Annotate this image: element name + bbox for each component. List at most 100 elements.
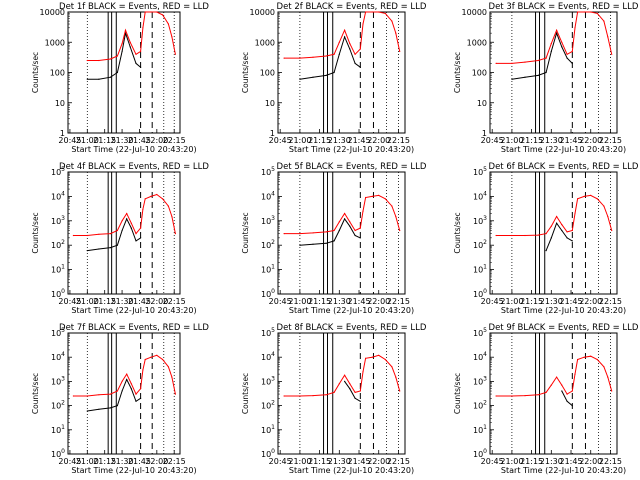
x-tick-label: 21:30 xyxy=(328,136,351,145)
y-tick-exponent: 4 xyxy=(61,190,65,197)
lld-line-point xyxy=(545,391,547,393)
panel-2: Det 2f BLACK = Events, RED = LLD Counts/s… xyxy=(241,2,427,154)
lld-line-point xyxy=(611,53,613,55)
lld-line-point xyxy=(349,221,351,223)
events-line xyxy=(545,222,573,251)
x-axis-label: Start Time (22-Jul-10 20:43:20) xyxy=(71,306,196,315)
y-tick-label: 104 xyxy=(51,190,65,201)
events-line-point xyxy=(135,400,137,402)
y-tick-label: 105 xyxy=(473,166,487,177)
y-axis-label: Counts/sec xyxy=(241,373,250,414)
plot-frame xyxy=(67,171,181,295)
lld-line-point xyxy=(596,12,598,14)
y-tick-exponent: 2 xyxy=(271,400,275,407)
events-line-point xyxy=(561,229,563,232)
y-tick-exponent: 4 xyxy=(61,351,65,358)
panel-title: Det 3f BLACK = Events, RED = LLD xyxy=(489,2,639,12)
y-tick-label: 103 xyxy=(51,215,65,226)
lld-line-point xyxy=(135,53,137,55)
lld-line-point xyxy=(325,394,327,396)
y-tick-label: 105 xyxy=(51,327,65,338)
lld-line-point xyxy=(537,59,539,62)
lld-line-point xyxy=(395,376,397,378)
lld-line-point xyxy=(596,358,598,361)
events-line-point xyxy=(325,242,327,244)
x-tick-label: 21:30 xyxy=(111,457,134,466)
y-tick-label: 100 xyxy=(260,69,275,78)
lld-line-point xyxy=(349,383,351,385)
lld-line-point xyxy=(362,371,364,373)
lld-line-point xyxy=(98,59,100,62)
lld-line-point xyxy=(395,215,397,218)
x-axis-label: Start Time (22-Jul-10 20:43:20) xyxy=(289,466,414,475)
lld-line-point xyxy=(391,20,393,22)
lld-line-point xyxy=(590,194,592,196)
y-tick-exponent: 1 xyxy=(271,424,275,431)
lld-line-point xyxy=(349,43,351,45)
lld-line-point xyxy=(156,193,158,196)
panel-title: Det 1f BLACK = Events, RED = LLD xyxy=(59,2,209,12)
y-tick-label: 100 xyxy=(51,448,65,459)
y-tick-exponent: 0 xyxy=(61,288,65,295)
x-tick-label: 21:30 xyxy=(540,297,563,306)
lld-line-point xyxy=(359,227,361,229)
lld-line-point xyxy=(365,196,367,199)
lld-line-point xyxy=(116,55,118,57)
x-tick-label: 22:00 xyxy=(579,297,602,306)
y-tick-label: 10000 xyxy=(40,8,65,17)
events-line-point xyxy=(109,76,112,78)
x-tick-label: 21:15 xyxy=(308,297,331,306)
events-line-point xyxy=(116,71,118,74)
y-tick-label: 103 xyxy=(473,215,487,226)
x-tick-label: 21:45 xyxy=(559,136,582,145)
lld-line-point xyxy=(571,50,573,53)
lld-line-point xyxy=(511,395,513,397)
lld-line-point xyxy=(121,220,123,222)
lld-line-point xyxy=(571,229,573,232)
events-line-point xyxy=(537,74,539,76)
lld-line-point xyxy=(596,198,598,200)
x-tick-label: 21:30 xyxy=(328,457,351,466)
panel-6: Det 6f BLACK = Events, RED = LLD Counts/s… xyxy=(453,162,639,315)
events-line-point xyxy=(130,227,132,229)
y-axis-label: Counts/sec xyxy=(453,52,462,93)
lld-line-point xyxy=(399,390,401,392)
plot-frame xyxy=(277,11,406,134)
events-line-point xyxy=(561,390,563,392)
events-line-point xyxy=(344,218,346,220)
y-tick-label: 104 xyxy=(261,190,275,201)
lld-line-point xyxy=(121,380,123,382)
lld-line-point xyxy=(333,53,335,55)
events-line-point xyxy=(299,244,301,246)
events-line-point xyxy=(550,237,552,239)
lld-line-point xyxy=(495,234,497,237)
x-tick-label: 22:15 xyxy=(387,136,410,145)
y-axis-label: Counts/sec xyxy=(241,212,250,253)
x-tick-label: 22:00 xyxy=(367,457,390,466)
lld-line xyxy=(284,194,401,235)
lld-line-point xyxy=(574,373,576,375)
events-line-point xyxy=(86,410,88,412)
panel-1: Det 1f BLACK = Events, RED = LLD Counts/s… xyxy=(31,2,209,154)
lld-line-point xyxy=(150,356,152,358)
x-tick-label: 20:45 xyxy=(58,457,81,466)
x-tick-label: 22:15 xyxy=(599,297,622,306)
y-tick-label: 105 xyxy=(261,166,275,177)
plot-frame xyxy=(489,11,618,134)
x-tick-label: 22:15 xyxy=(163,457,186,466)
y-tick-exponent: 5 xyxy=(271,327,275,334)
x-tick-label: 21:00 xyxy=(76,297,99,306)
lld-line-point xyxy=(142,208,144,210)
lld-line-point xyxy=(511,234,513,237)
lld-line-point xyxy=(130,222,132,224)
lld-line-point xyxy=(583,195,585,197)
y-tick-exponent: 2 xyxy=(483,400,487,407)
lld-line-point xyxy=(603,205,605,207)
panel-7: Det 7f BLACK = Events, RED = LLD Counts/s… xyxy=(31,323,209,475)
events-line-point xyxy=(524,76,526,78)
x-axis-label: Start Time (22-Jul-10 20:43:20) xyxy=(289,145,414,154)
events-line-point xyxy=(121,50,123,53)
lld-line-point xyxy=(338,221,340,223)
lld-line-point xyxy=(384,198,386,200)
lld-line-point xyxy=(365,11,367,13)
